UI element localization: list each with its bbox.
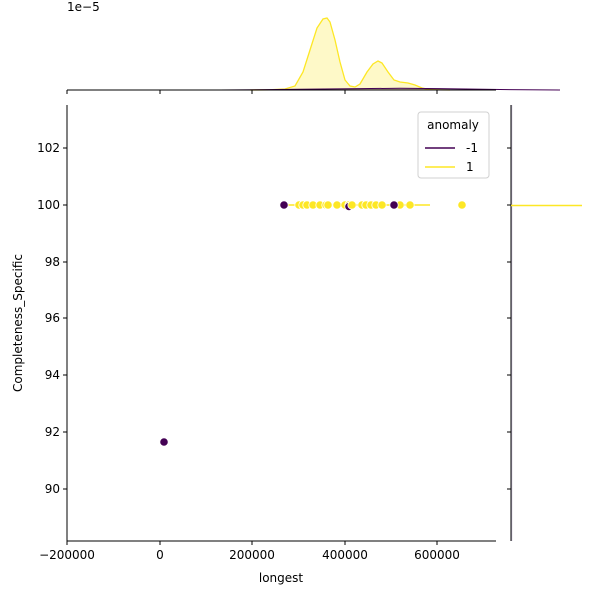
y-axis-label: Completeness_Specific [11, 254, 25, 392]
legend-label-1: 1 [466, 160, 474, 174]
x-tick-label: 200000 [229, 548, 275, 562]
y-tick-label: 98 [45, 255, 60, 269]
series-neg1-points [159, 200, 399, 447]
kde-line-1 [249, 17, 451, 91]
offset-label: 1e−5 [67, 0, 100, 14]
x-tick-label: 400000 [322, 548, 368, 562]
right-marginal-kde [507, 105, 582, 541]
y-tick-label: 94 [45, 368, 60, 382]
legend: anomaly -1 1 [417, 111, 490, 179]
main-axes: 102 100 98 96 94 92 90 −200000 0 200000 … [11, 105, 496, 585]
series-1-points [294, 200, 467, 210]
y-tick-label: 96 [45, 311, 60, 325]
y-tick-label: 100 [37, 198, 60, 212]
y-tick-label: 92 [45, 425, 60, 439]
top-marginal-kde: 1e−5 [66, 0, 561, 94]
x-tick-label: 0 [156, 548, 164, 562]
y-tick-label: 90 [45, 482, 60, 496]
x-tick-label: −200000 [39, 548, 95, 562]
legend-title: anomaly [427, 118, 479, 132]
x-tick-label: 600000 [414, 548, 460, 562]
y-tick-label: 102 [37, 141, 60, 155]
x-axis-label: longest [259, 571, 304, 585]
legend-label-neg1: -1 [466, 141, 478, 155]
kde-fill-1 [250, 18, 450, 90]
